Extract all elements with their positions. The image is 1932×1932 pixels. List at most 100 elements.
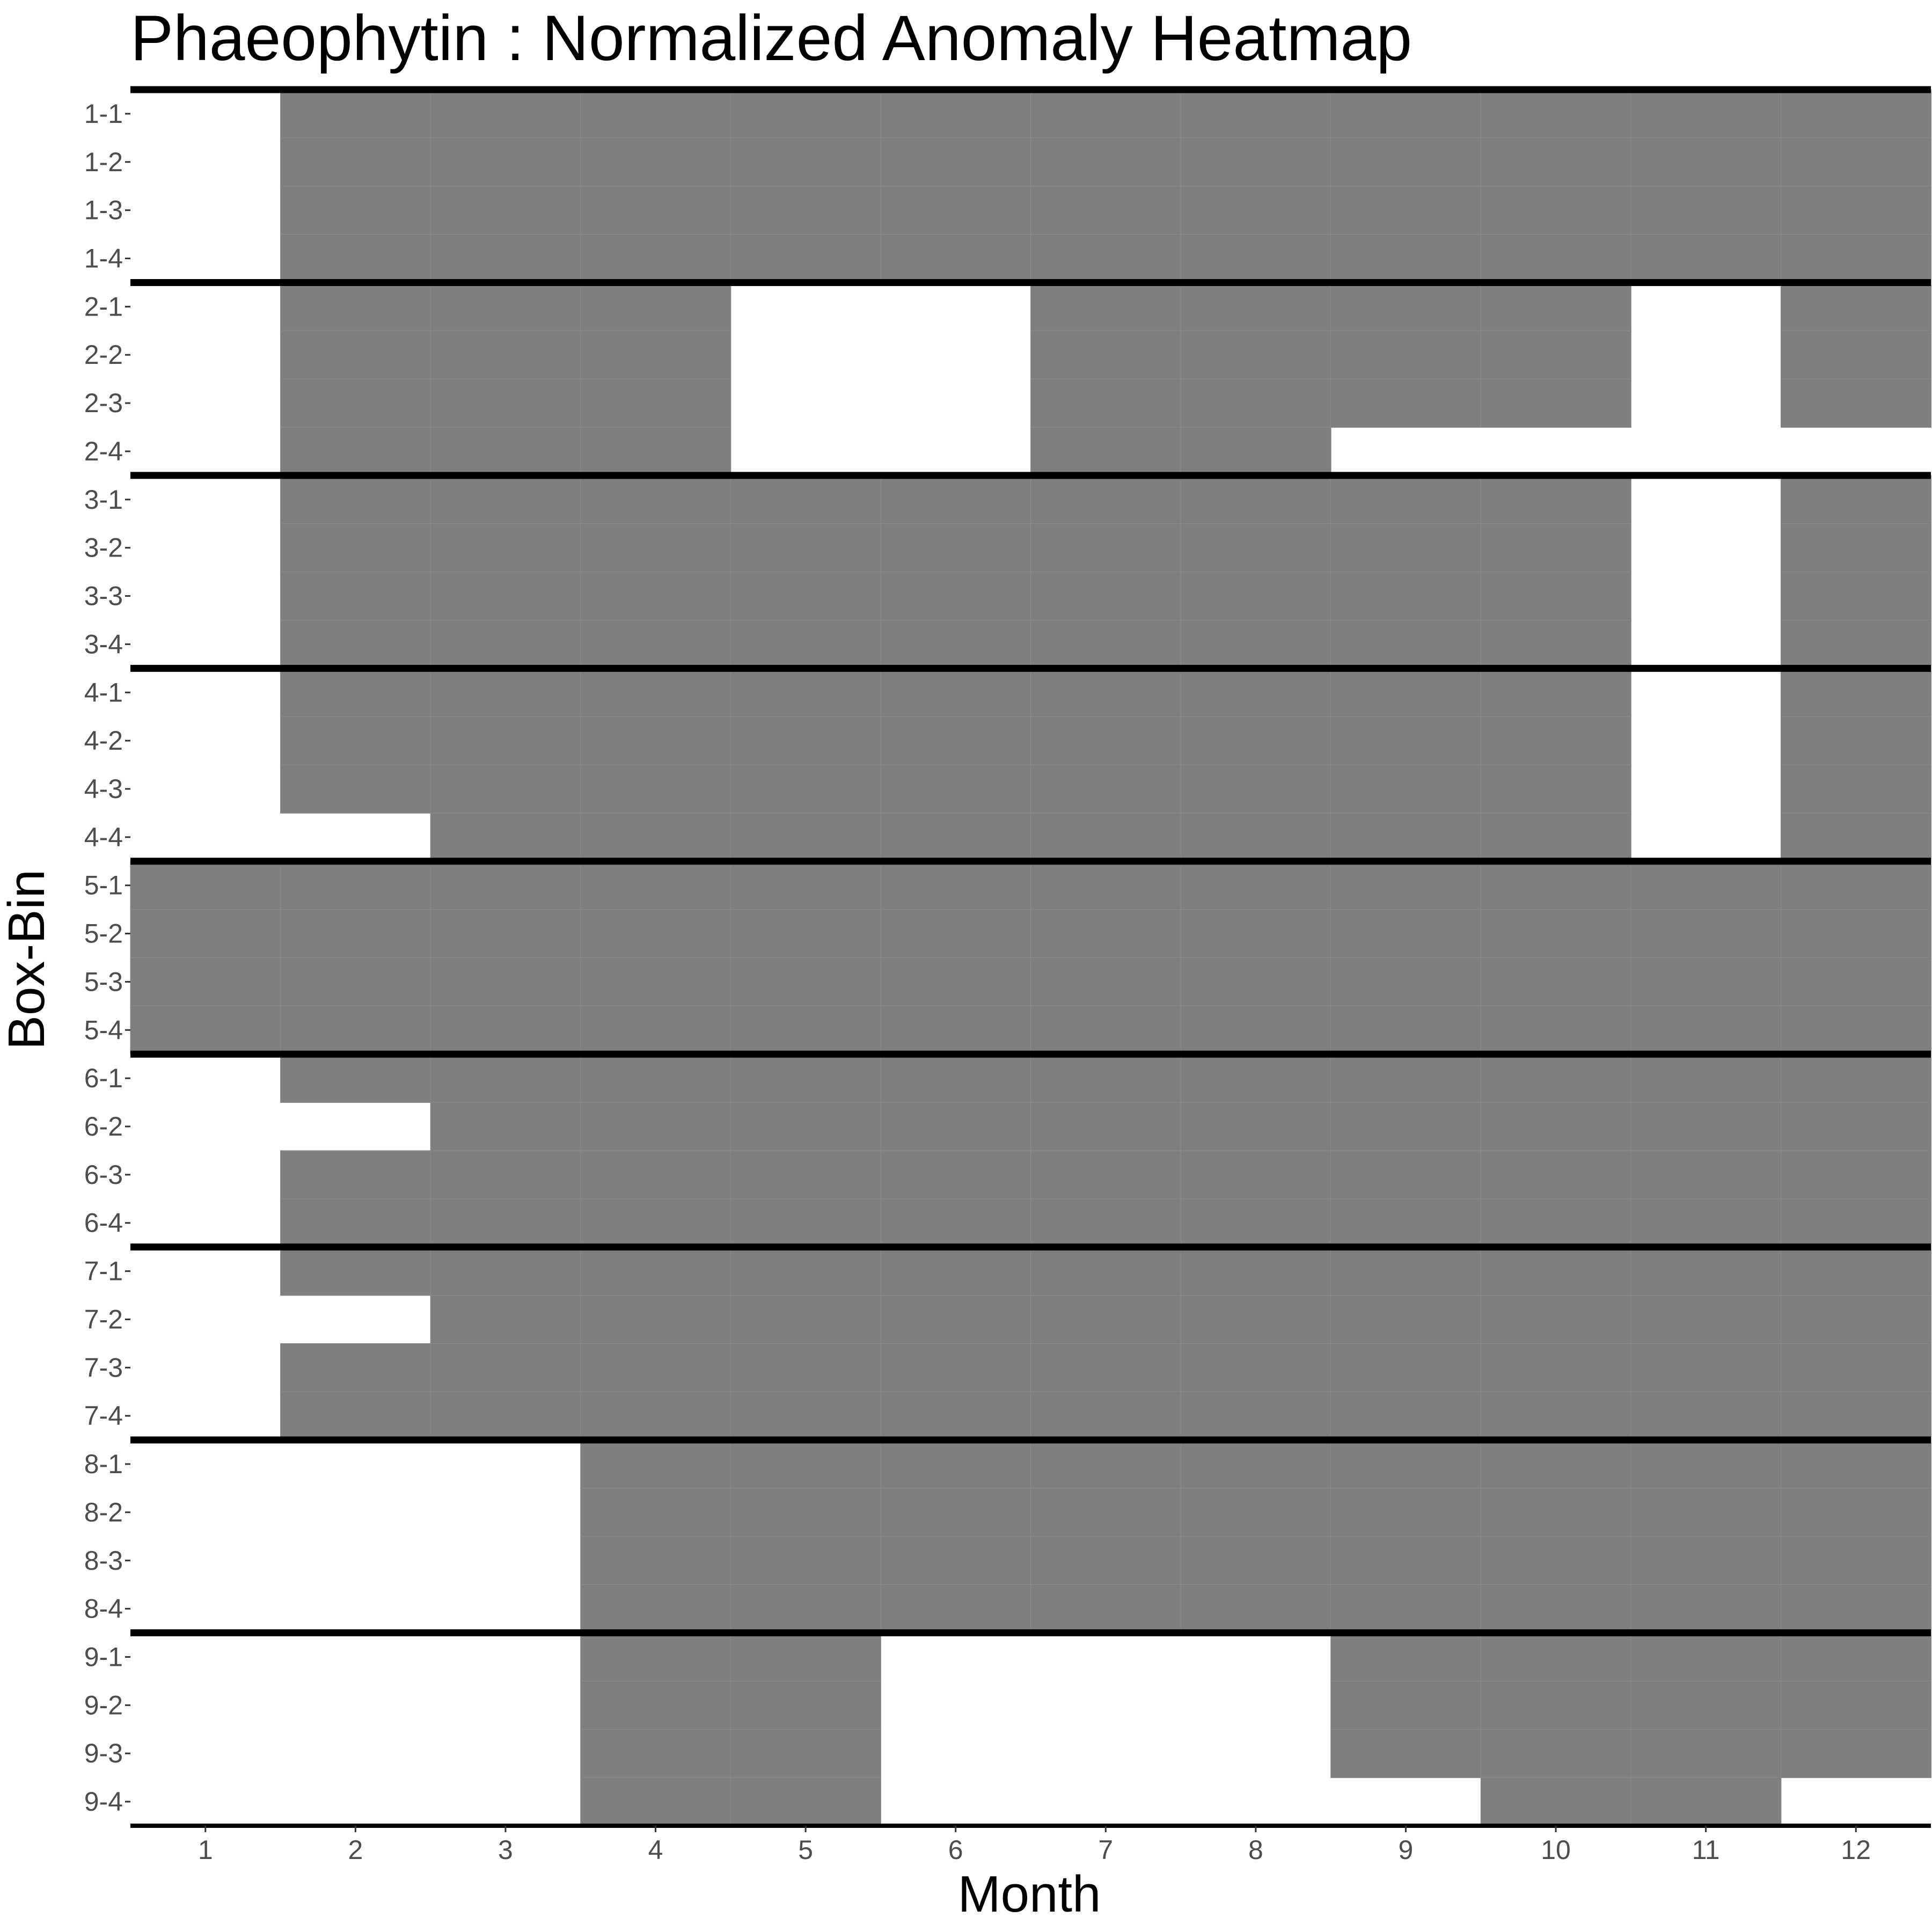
heatmap-cell [1480,813,1631,862]
heatmap-cell [580,1102,731,1151]
heatmap-cell [580,572,731,621]
heatmap-cell [1480,378,1631,428]
heatmap-cell [580,1391,731,1441]
heatmap-cell [280,186,431,235]
heatmap-cell [880,234,1031,283]
heatmap-cell [880,137,1031,187]
heatmap-cell [730,89,881,138]
heatmap-cell [1480,861,1631,910]
y-tick-label: 4-3 [84,774,123,804]
heatmap-cell [580,186,731,235]
heatmap-cell [1330,1488,1482,1537]
heatmap-cell [430,572,581,621]
heatmap-cell [1630,1343,1782,1393]
heatmap-cell [430,89,581,138]
heatmap-cell [1330,1729,1482,1779]
heatmap-cell [1630,1584,1782,1634]
heatmap-cell [880,668,1031,718]
heatmap-cell [1780,1584,1932,1634]
heatmap-cell [280,427,431,476]
heatmap-cell [1030,1536,1182,1585]
heatmap-cell [880,909,1031,958]
heatmap-cell [1180,427,1331,476]
y-axis-ticks: 1-1 1-2 1-3 1-4 2-1 2-2 2-3 2-4 3-1 3-2 3-3 3-4 4-1 4… [84,99,130,1817]
heatmap-cell [1030,282,1182,332]
heatmap-cell [1780,861,1932,910]
x-tick-label: 12 [1841,1835,1871,1865]
y-tick-label: 5-1 [84,870,123,901]
heatmap-cell [1630,186,1782,235]
heatmap-cell [1180,475,1331,524]
heatmap-cell [1330,813,1482,862]
heatmap-cell [1480,909,1631,958]
heatmap-cell [1180,1439,1331,1489]
heatmap-cell [1330,1680,1482,1730]
heatmap-cell [1480,1584,1631,1634]
heatmap-cell [430,378,581,428]
heatmap-cell [730,1729,881,1779]
heatmap-cell [1780,716,1932,766]
heatmap-cell [1030,1102,1182,1151]
heatmap-cell [1480,764,1631,814]
heatmap-cell [1180,1005,1331,1055]
heatmap-cell [1330,1247,1482,1296]
heatmap-cell [1030,1488,1182,1537]
y-tick-label: 7-2 [84,1304,123,1334]
heatmap-cell [1180,813,1331,862]
heatmap-cell [430,716,581,766]
heatmap-cell [1480,1295,1631,1344]
heatmap-cell [580,861,731,910]
heatmap-cell [730,1488,881,1537]
heatmap-cell [1330,330,1482,380]
heatmap-cell [880,1150,1031,1199]
heatmap-cell [580,1584,731,1634]
y-tick-label: 1-1 [84,99,123,129]
heatmap-cell [1180,716,1331,766]
heatmap-cell [1480,572,1631,621]
heatmap-cell [1330,378,1482,428]
heatmap-cell [280,234,431,283]
y-tick-label: 1-4 [84,244,123,274]
heatmap-cell [130,909,281,958]
y-tick-label: 7-3 [84,1352,123,1382]
heatmap-cell [1480,1439,1631,1489]
x-tick-label: 9 [1399,1835,1414,1865]
heatmap-cell [880,1295,1031,1344]
x-tick-label: 8 [1248,1835,1263,1865]
heatmap-cell [1480,1536,1631,1585]
heatmap-cell [1780,282,1932,332]
heatmap-cell [430,1247,581,1296]
heatmap-cell [1480,716,1631,766]
heatmap-cell [730,1198,881,1248]
heatmap-cell [1180,764,1331,814]
heatmap-cell [430,1053,581,1103]
heatmap-cell [280,1391,431,1441]
heatmap-cell [1330,909,1482,958]
x-tick-label: 1 [198,1835,213,1865]
heatmap-cell [1030,861,1182,910]
y-tick-label: 4-1 [84,677,123,707]
heatmap-cell [280,668,431,718]
heatmap-cell [1330,1391,1482,1441]
x-tick-label: 6 [948,1835,963,1865]
heatmap-cell [1180,89,1331,138]
heatmap-cell [1480,1391,1631,1441]
heatmap-cell [1330,716,1482,766]
y-tick-label: 4-4 [84,822,123,852]
y-tick-label: 6-3 [84,1160,123,1190]
heatmap-cell [430,1005,581,1055]
heatmap-cell [1780,475,1932,524]
heatmap-cell [1330,1584,1482,1634]
heatmap-cell [1480,1005,1631,1055]
heatmap-cell [580,1488,731,1537]
heatmap-cell [880,1488,1031,1537]
y-tick-label: 9-1 [84,1642,123,1672]
heatmap-cell [1630,1391,1782,1441]
heatmap-cell [580,668,731,718]
heatmap-cell [880,861,1031,910]
heatmap-cell [1180,572,1331,621]
y-tick-label: 5-3 [84,967,123,997]
heatmap-cell [130,861,281,910]
heatmap-cell [1480,957,1631,1007]
